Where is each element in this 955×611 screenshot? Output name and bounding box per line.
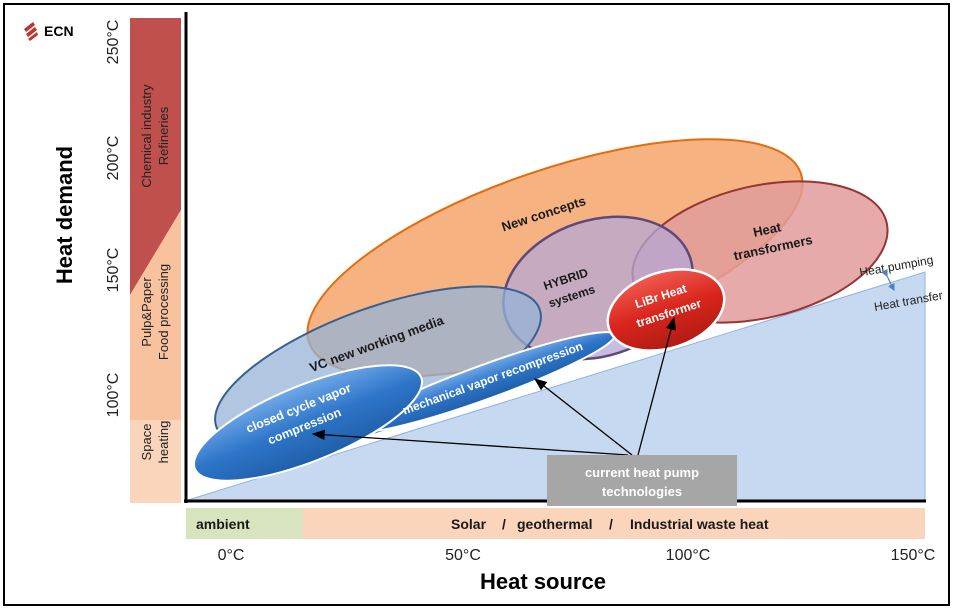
sector-space-line2: heating: [156, 421, 171, 464]
callout-line1: current heat pump: [585, 465, 699, 480]
sector-space-line1: Space: [139, 424, 154, 461]
sector-chemical-band: [130, 18, 181, 295]
source-label-sep1: /: [502, 516, 506, 532]
x-tick-50: 50°C: [445, 547, 481, 564]
x-tick-0: 0°C: [218, 547, 245, 564]
ellipse-closed-cycle-vapor-compression: [192, 364, 424, 482]
sector-chemical-line1: Chemical industry: [139, 84, 154, 188]
ecn-logo: ECN: [24, 22, 74, 41]
source-bar-ambient: [186, 508, 303, 539]
callout-arrows: [311, 316, 677, 456]
y-tick-200: 200°C: [105, 136, 122, 181]
demand-sector-strip: Chemical industry Refineries Pulp&Paper …: [130, 18, 181, 503]
y-axis-title: Heat demand: [52, 146, 77, 284]
source-bar-other: [303, 508, 925, 539]
arrow-to-mvr-icon: [533, 378, 633, 456]
ellipse-libr-heat-transformer: [606, 268, 726, 352]
y-tick-100: 100°C: [105, 373, 122, 418]
source-label-sep2: /: [609, 516, 613, 532]
source-label-industrial: Industrial waste heat: [630, 516, 769, 532]
x-tick-100: 100°C: [666, 547, 711, 564]
arrow-to-closed-cycle-icon: [311, 429, 629, 456]
boundary-double-arrow-icon: [881, 269, 895, 292]
callout-box: [547, 455, 737, 506]
label-heat-transformers-line1: Heat: [752, 219, 783, 240]
callout-line2: technologies: [602, 484, 682, 499]
x-axis-title: Heat source: [480, 569, 606, 594]
source-label-ambient: ambient: [196, 516, 250, 532]
y-tick-150: 150°C: [105, 248, 122, 293]
x-tick-150: 150°C: [891, 547, 936, 564]
ecn-logo-text: ECN: [44, 23, 74, 39]
ecn-logo-mark-icon: [24, 22, 38, 41]
sector-chemical-line2: Refineries: [156, 106, 171, 165]
sector-food-band: [130, 210, 181, 420]
sector-food-line2: Food processing: [156, 264, 171, 360]
arrow-to-libr-icon: [637, 316, 677, 456]
source-label-solar: Solar: [451, 516, 487, 532]
y-tick-250: 250°C: [105, 20, 122, 65]
sector-food-line1: Pulp&Paper: [139, 277, 154, 347]
source-label-geothermal: geothermal: [517, 516, 592, 532]
